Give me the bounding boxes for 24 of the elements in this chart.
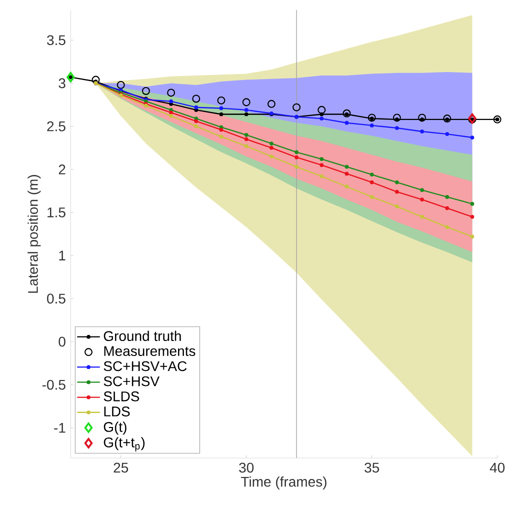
y-tick-label: -1 [54, 423, 66, 433]
legend-label: G(t) [104, 422, 126, 435]
x-tick-label: 25 [114, 462, 128, 473]
y-tick-label: -0.5 [42, 380, 66, 390]
x-tick-label: 35 [364, 462, 380, 473]
legend-label: Ground truth [104, 330, 181, 342]
x-axis-title: Time (frames) [241, 476, 326, 490]
y-tick-label: 0.5 [47, 294, 66, 304]
y-tick-label: 2.5 [47, 121, 66, 132]
y-axis-title: Lateral position (m) [28, 174, 41, 293]
x-tick-label: 30 [239, 462, 254, 473]
legend-label: LDS [104, 406, 130, 416]
y-tick-label: 1.5 [48, 208, 66, 218]
y-tick-label: 1 [59, 250, 66, 260]
legend-label: SC+HSV+AC [104, 361, 187, 372]
legend-label: G(t+t$_{p}$) [104, 437, 145, 452]
x-tick-label: 40 [490, 462, 505, 473]
legend-label: SLDS [104, 391, 140, 402]
y-tick-label: 0 [58, 336, 66, 347]
legend-label: SC+HSV [104, 376, 160, 386]
legend-label: Measurements [104, 346, 196, 356]
y-tick-label: 2 [58, 164, 66, 174]
y-tick-label: 3 [58, 78, 66, 88]
y-tick-label: 3.5 [47, 35, 66, 46]
